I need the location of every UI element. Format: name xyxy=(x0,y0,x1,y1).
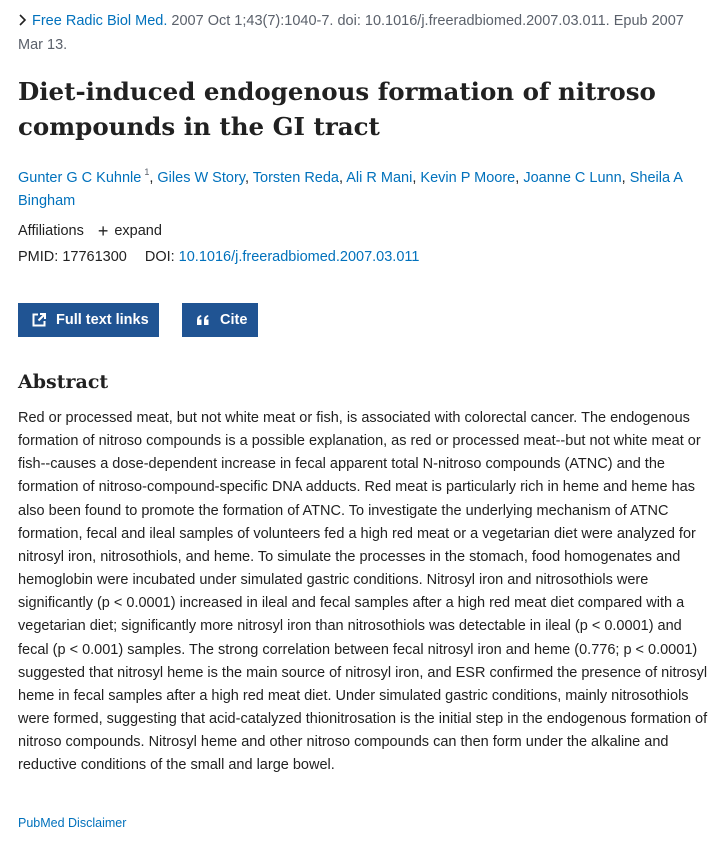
author-link[interactable]: Ali R Mani xyxy=(346,170,413,186)
expand-affiliations-button[interactable]: + expand xyxy=(98,220,162,242)
author-separator: , xyxy=(149,170,158,186)
citation-line: Free Radic Biol Med. 2007 Oct 1;43(7):10… xyxy=(18,10,708,57)
plus-icon: + xyxy=(97,221,109,241)
doi-label: DOI: xyxy=(144,249,175,265)
external-link-icon xyxy=(30,311,48,329)
doi-link[interactable]: 10.1016/j.freeradbiomed.2007.03.011 xyxy=(178,249,420,265)
full-text-links-button[interactable]: Full text links xyxy=(18,303,159,337)
pubmed-disclaimer-link[interactable]: PubMed Disclaimer xyxy=(18,816,127,830)
cite-label: Cite xyxy=(220,312,248,328)
abstract-text: Red or processed meat, but not white mea… xyxy=(18,410,708,774)
authors-list: Gunter G C Kuhnle 1, Giles W Story, Torst… xyxy=(18,161,708,213)
author-separator: , xyxy=(244,170,253,186)
author-link[interactable]: Gunter G C Kuhnle xyxy=(18,170,142,186)
author-separator: , xyxy=(515,170,524,186)
author-link[interactable]: Sheila A Bingham xyxy=(18,170,683,209)
quote-icon xyxy=(194,311,212,329)
abstract-heading: Abstract xyxy=(18,371,109,393)
affiliations-label: Affiliations xyxy=(18,223,84,239)
identifiers-row: PMID: 17761300 DOI: 10.1016/j.freeradbiom… xyxy=(18,245,419,269)
article-title: Diet-induced endogenous formation of nit… xyxy=(18,77,656,141)
author-link[interactable]: Torsten Reda xyxy=(252,170,339,186)
full-text-links-label: Full text links xyxy=(56,312,149,328)
author-separator: , xyxy=(621,170,630,186)
affiliation-number[interactable]: 1 xyxy=(144,167,150,177)
pmid-value: 17761300 xyxy=(62,249,127,265)
citation-details: 2007 Oct 1;43(7):1040-7. doi: 10.1016/j.… xyxy=(18,13,684,53)
affiliations-row: Affiliations + expand xyxy=(18,220,162,242)
cite-button[interactable]: Cite xyxy=(182,303,258,337)
author-separator: , xyxy=(412,170,421,186)
author-link[interactable]: Giles W Story xyxy=(157,170,245,186)
expand-label: expand xyxy=(114,223,162,239)
pmid-label: PMID: xyxy=(18,249,59,265)
author-link[interactable]: Joanne C Lunn xyxy=(523,170,622,186)
author-separator: , xyxy=(339,170,347,186)
chevron-right-icon[interactable] xyxy=(18,11,32,34)
author-link[interactable]: Kevin P Moore xyxy=(420,170,516,186)
journal-link[interactable]: Free Radic Biol Med. xyxy=(32,13,168,29)
